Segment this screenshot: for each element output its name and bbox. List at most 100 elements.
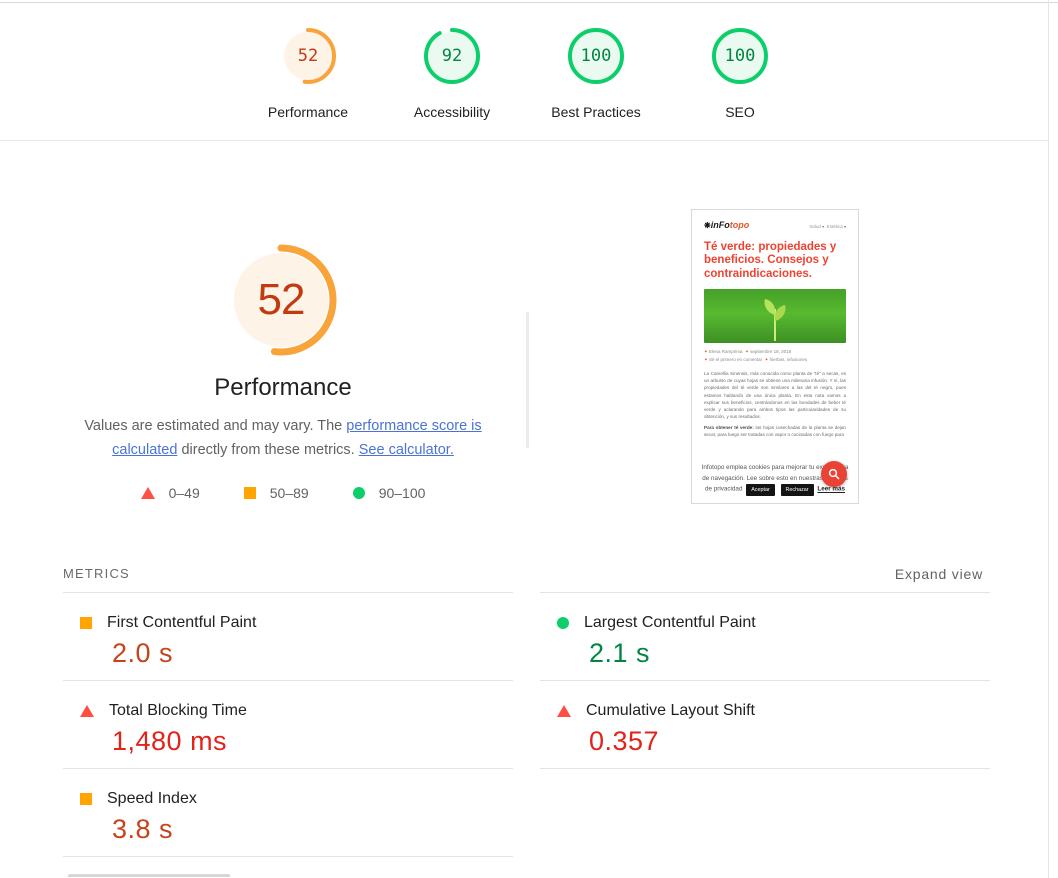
panel-scrollbar[interactable]	[526, 312, 529, 448]
reject-button: Rechazar	[780, 484, 814, 496]
panel-right-edge	[1048, 0, 1049, 878]
site-logo-prefix: inFo	[710, 220, 730, 230]
performance-section-title: Performance	[214, 374, 352, 401]
score-gauge-performance[interactable]: 52 Performance	[236, 27, 380, 120]
search-fab	[821, 461, 847, 487]
circle-icon	[557, 617, 569, 629]
legend-range-label: 50–89	[269, 485, 309, 501]
performance-gauge-ring: 52	[279, 27, 337, 85]
chevron-down-icon: ▾	[822, 224, 825, 229]
score-legend: 0–49 50–89 90–100	[63, 485, 503, 501]
best-practices-gauge-ring: 100	[567, 27, 625, 85]
article-paragraph: La Camellia Sinensis, más conocida como …	[704, 371, 846, 419]
cookie-banner: Infotopo emplea cookies para mejorar tu …	[700, 463, 850, 496]
legend-pass-range: 90–100	[352, 485, 426, 501]
gauge-arc-icon	[424, 28, 480, 84]
performance-label: Performance	[267, 104, 349, 120]
metric-name: Cumulative Layout Shift	[586, 702, 755, 719]
seo-score: 100	[724, 46, 756, 66]
metric-row-lcp: Largest Contentful Paint 2.1 s	[540, 593, 990, 681]
performance-description: Values are estimated and may vary. The p…	[73, 414, 493, 462]
square-icon	[80, 617, 92, 629]
expand-view-button[interactable]: Expand view	[894, 566, 983, 582]
metric-name: Speed Index	[107, 790, 197, 807]
metric-name: Total Blocking Time	[109, 702, 247, 719]
metric-name: Largest Contentful Paint	[584, 614, 756, 631]
score-calculated-link[interactable]: performance score is calculated	[112, 418, 482, 458]
tag-icon: ✦	[764, 357, 769, 363]
meta-author: Elena Ramprima	[709, 348, 743, 354]
seo-label: SEO	[725, 104, 755, 120]
meta-tags: hierbas, infusiones	[769, 357, 808, 363]
search-icon	[828, 468, 840, 480]
cookie-text: Infotopo emplea cookies para mejorar tu …	[701, 464, 849, 493]
site-logo-suffix: topo	[729, 220, 750, 230]
legend-fail-range: 0–49	[140, 485, 200, 501]
circle-icon	[352, 487, 365, 499]
chevron-down-icon: ▾	[843, 224, 846, 229]
nav-item-salud: Salud	[809, 224, 821, 229]
gauge-arc-icon	[712, 28, 768, 84]
score-gauge-accessibility[interactable]: 92 Accessibility	[380, 27, 524, 120]
article-hero-image	[704, 288, 846, 343]
score-gauge-seo[interactable]: 100 SEO	[668, 27, 812, 120]
metric-row-fcp: First Contentful Paint 2.0 s	[63, 593, 513, 681]
site-nav: Salud ▾ Estética ▾	[809, 224, 846, 229]
description-text: directly from these metrics.	[177, 442, 359, 458]
paragraph-lead: Para obtener té verde:	[704, 424, 754, 430]
band-divider	[0, 140, 1048, 141]
site-logo: ❋inFotopo	[704, 220, 749, 230]
meta-comments: Sé el primero en comentar	[709, 357, 763, 363]
site-logo-icon: ❋	[704, 221, 711, 230]
metric-value: 2.0 s	[112, 638, 174, 668]
gauge-arc-icon	[568, 28, 624, 84]
metrics-column-left: First Contentful Paint 2.0 s Total Block…	[63, 592, 513, 857]
author-icon: ✦	[704, 348, 708, 354]
article-paragraph: Para obtener té verde: las hojas cosecha…	[704, 424, 846, 438]
performance-score: 52	[297, 46, 319, 66]
nav-item-estetica: Estética	[826, 224, 843, 229]
meta-date: septiembre 18, 2018	[750, 348, 792, 354]
metric-row-speed-index: Speed Index 3.8 s	[63, 769, 513, 857]
square-icon	[243, 487, 256, 499]
final-screenshot-thumbnail[interactable]: ❋inFotopo Salud ▾ Estética ▾ Té verde: p…	[691, 209, 859, 504]
article-meta: ✦ Elena Ramprima ✦ septiembre 18, 2018 ✦…	[704, 348, 846, 364]
gauge-arc-icon	[280, 28, 336, 84]
description-text: Values are estimated and may vary. The	[84, 418, 347, 434]
legend-range-label: 0–49	[168, 485, 200, 501]
top-toolbar-edge	[0, 0, 1058, 3]
metric-value: 3.8 s	[112, 814, 174, 844]
see-calculator-link[interactable]: See calculator.	[358, 442, 454, 458]
main-performance-score: 52	[257, 275, 306, 324]
metric-row-cls: Cumulative Layout Shift 0.357	[540, 681, 990, 769]
category-scores-band: 52 Performance 92 Accessibility 100	[0, 4, 1048, 140]
metrics-column-right: Largest Contentful Paint 2.1 s Cumulativ…	[540, 592, 990, 769]
thumbnail-site-header: ❋inFotopo Salud ▾ Estética ▾	[704, 220, 846, 230]
accessibility-label: Accessibility	[413, 104, 491, 120]
metrics-section-header: METRICS	[63, 566, 130, 581]
metric-row-tbt: Total Blocking Time 1,480 ms	[63, 681, 513, 769]
score-gauge-best-practices[interactable]: 100 Best Practices	[524, 27, 668, 120]
metric-value: 2.1 s	[589, 638, 651, 668]
triangle-icon	[557, 705, 571, 717]
best-practices-label: Best Practices	[551, 104, 641, 120]
square-icon	[80, 793, 92, 805]
legend-range-label: 90–100	[378, 485, 426, 501]
main-gauge-ring: 52	[223, 242, 339, 358]
triangle-icon	[80, 705, 94, 717]
triangle-icon	[140, 487, 155, 499]
accessibility-score: 92	[441, 46, 463, 66]
read-more-link: Leer más	[817, 485, 846, 493]
comments-icon: ✦	[704, 357, 708, 363]
next-row-partial	[68, 874, 230, 877]
article-headline: Té verde: propiedades y beneficios. Cons…	[704, 241, 837, 280]
main-performance-gauge: 52	[223, 242, 339, 358]
legend-average-range: 50–89	[243, 485, 309, 501]
accessibility-gauge-ring: 92	[423, 27, 481, 85]
gauge-arc-icon	[225, 244, 337, 356]
calendar-icon: ✦	[745, 348, 749, 354]
best-practices-score: 100	[580, 46, 612, 66]
paragraph-text: las hojas cosechadas de la planta se dej…	[704, 424, 846, 438]
plant-sprout-icon	[764, 298, 786, 341]
